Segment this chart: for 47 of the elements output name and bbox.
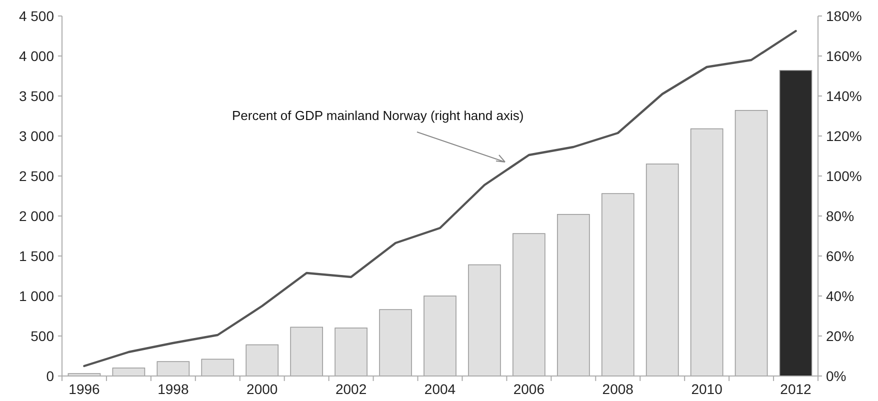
y2-tick-label: 100%: [826, 168, 862, 184]
bar: [246, 344, 279, 376]
bar: [379, 309, 412, 376]
x-tick-label: 2010: [691, 381, 723, 397]
bar: [557, 214, 590, 376]
y2-tick-label: 140%: [826, 88, 862, 104]
y-tick-label: 500: [30, 328, 54, 344]
bar: [334, 328, 368, 376]
y2-tick-label: 180%: [826, 8, 862, 24]
y2-tick-label: 160%: [826, 48, 862, 64]
y2-tick-label: 20%: [826, 328, 854, 344]
x-tick-label: 2008: [602, 381, 634, 397]
y-tick-label: 4 000: [18, 48, 54, 64]
bar: [779, 70, 812, 376]
y-tick-label: 2 500: [18, 168, 54, 184]
bar: [646, 164, 679, 376]
x-tick-label: 2002: [335, 381, 367, 397]
x-tick-label: 1996: [68, 381, 100, 397]
y-tick-label: 1 000: [18, 288, 54, 304]
x-tick-label: 2004: [424, 381, 456, 397]
bar: [424, 296, 456, 376]
y-tick-label: 2 000: [18, 208, 54, 224]
bar: [156, 361, 190, 376]
y-tick-label: 4 500: [18, 8, 54, 24]
bar: [290, 326, 323, 376]
x-tick-label: 2000: [246, 381, 278, 397]
y-tick-label: 3 000: [18, 128, 54, 144]
y-tick-label: 0: [46, 368, 54, 384]
x-tick-label: 1998: [158, 381, 189, 397]
line-series: [83, 30, 797, 368]
x-tick-label: 2006: [513, 381, 545, 397]
bar: [468, 264, 501, 376]
y2-tick-label: 60%: [826, 248, 854, 264]
y2-tick-label: 120%: [826, 128, 862, 144]
bar: [201, 358, 234, 376]
bar: [601, 193, 634, 376]
bar: [512, 233, 546, 376]
y2-tick-label: 80%: [826, 208, 854, 224]
y-tick-label: 3 500: [18, 88, 54, 104]
y2-tick-label: 40%: [826, 288, 854, 304]
y-tick-label: 1 500: [18, 248, 54, 264]
bar: [734, 110, 768, 376]
bar: [690, 128, 724, 376]
y2-tick-label: 0%: [826, 368, 846, 384]
x-tick-label: 2012: [780, 381, 812, 397]
bar: [112, 368, 146, 376]
annotation: Percent of GDP mainland Norway (right hand axis): [232, 108, 524, 123]
